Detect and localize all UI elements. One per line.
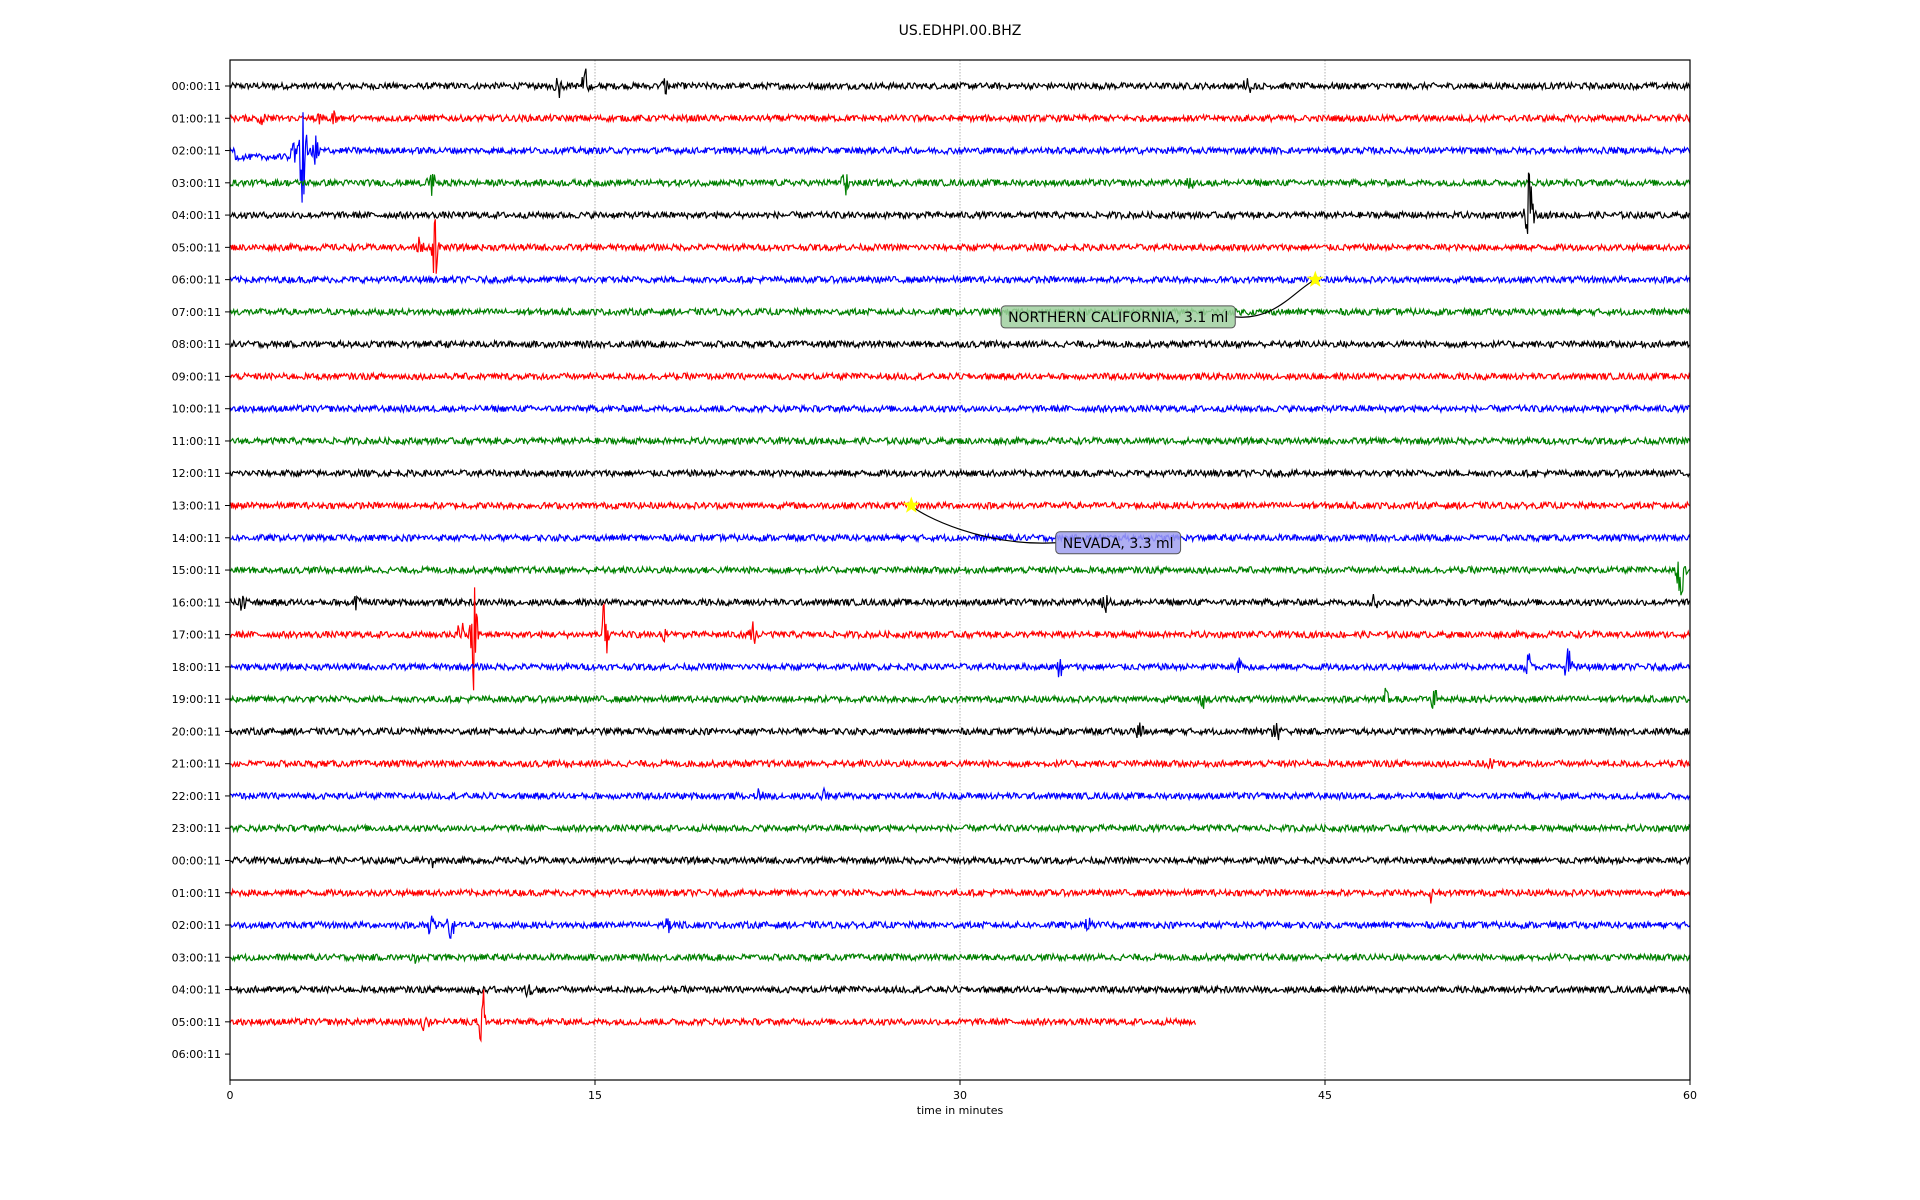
trace-17 <box>229 587 1691 691</box>
annotation-box <box>1055 531 1182 555</box>
y-tick-label: 19:00:11 <box>172 693 221 706</box>
annotations: NORTHERN CALIFORNIA, 3.1 ml NEVADA, 3.3 m… <box>902 270 1324 555</box>
x-tick-label: 45 <box>1318 1089 1332 1102</box>
trace-19 <box>229 687 1691 709</box>
trace-23 <box>229 822 1691 834</box>
trace-10 <box>229 403 1691 415</box>
y-tick-label: 14:00:11 <box>172 532 221 545</box>
trace-26 <box>229 915 1691 939</box>
annotation-1: NEVADA, 3.3 ml <box>902 496 1182 555</box>
traces <box>229 68 1691 1043</box>
trace-13 <box>229 500 1691 511</box>
trace-21 <box>229 758 1691 770</box>
y-tick-label: 03:00:11 <box>172 177 221 190</box>
y-axis: 00:00:11 01:00:11 02:00:11 03:00:11 04:00:11… <box>172 80 230 1061</box>
y-tick-label: 13:00:11 <box>172 500 221 513</box>
y-tick-label: 10:00:11 <box>172 403 221 416</box>
y-tick-label: 11:00:11 <box>172 435 221 448</box>
y-tick-label: 12:00:11 <box>172 467 221 480</box>
trace-5 <box>229 219 1691 274</box>
y-tick-label: 01:00:11 <box>172 887 221 900</box>
x-tick-label: 60 <box>1683 1089 1697 1102</box>
trace-29 <box>229 989 1197 1043</box>
annotation-label: NORTHERN CALIFORNIA, 3.1 ml <box>1008 310 1228 326</box>
y-tick-label: 23:00:11 <box>172 822 221 835</box>
y-tick-label: 22:00:11 <box>172 790 221 803</box>
y-tick-label: 15:00:11 <box>172 564 221 577</box>
y-tick-label: 00:00:11 <box>172 854 221 867</box>
y-tick-label: 02:00:11 <box>172 919 221 932</box>
x-axis-label: time in minutes <box>917 1104 1004 1117</box>
x-axis: 0 15 30 45 60 <box>227 1080 1697 1102</box>
y-tick-label: 02:00:11 <box>172 145 221 158</box>
annotation-label: NEVADA, 3.3 ml <box>1063 536 1174 552</box>
plot-frame <box>229 59 1691 1081</box>
annotation-0: NORTHERN CALIFORNIA, 3.1 ml <box>1000 270 1324 329</box>
y-tick-label: 21:00:11 <box>172 758 221 771</box>
y-tick-label: 08:00:11 <box>172 338 221 351</box>
y-tick-label: 01:00:11 <box>172 112 221 125</box>
trace-4 <box>230 172 1691 234</box>
y-tick-label: 04:00:11 <box>172 984 221 997</box>
trace-8 <box>229 338 1691 350</box>
trace-18 <box>229 648 1691 678</box>
chart-title: US.EDHPI.00.BHZ <box>899 23 1022 39</box>
event-star-marker <box>1306 270 1324 287</box>
y-tick-label: 04:00:11 <box>172 209 221 222</box>
y-tick-label: 07:00:11 <box>172 306 221 319</box>
y-tick-label: 06:00:11 <box>172 1048 221 1061</box>
trace-22 <box>229 786 1691 802</box>
x-tick-label: 30 <box>953 1089 967 1102</box>
trace-0 <box>229 68 1691 98</box>
y-tick-label: 03:00:11 <box>172 951 221 964</box>
trace-27 <box>229 951 1691 964</box>
y-tick-label: 17:00:11 <box>172 629 221 642</box>
trace-11 <box>229 435 1691 447</box>
y-tick-label: 09:00:11 <box>172 370 221 383</box>
trace-1 <box>229 110 1691 126</box>
trace-24 <box>229 854 1691 869</box>
trace-9 <box>229 371 1691 382</box>
trace-2 <box>229 112 1691 203</box>
trace-25 <box>230 887 1691 904</box>
trace-6 <box>229 274 1691 286</box>
annotation-box <box>1000 305 1236 329</box>
trace-7 <box>229 306 1691 318</box>
y-tick-label: 06:00:11 <box>172 274 221 287</box>
trace-3 <box>229 173 1691 196</box>
y-tick-label: 05:00:11 <box>172 1016 221 1029</box>
trace-14 <box>229 532 1691 544</box>
annotation-connector <box>910 505 1056 544</box>
y-tick-label: 16:00:11 <box>172 596 221 609</box>
trace-15 <box>229 561 1691 596</box>
x-tick-label: 15 <box>588 1089 602 1102</box>
trace-20 <box>229 722 1691 741</box>
y-tick-label: 20:00:11 <box>172 725 221 738</box>
x-tick-label: 0 <box>227 1089 234 1102</box>
y-tick-label: 05:00:11 <box>172 241 221 254</box>
y-tick-label: 00:00:11 <box>172 80 221 93</box>
trace-16 <box>229 594 1691 614</box>
y-tick-label: 18:00:11 <box>172 661 221 674</box>
event-star-marker <box>902 496 920 513</box>
annotation-connector <box>1235 279 1316 318</box>
trace-12 <box>229 467 1691 479</box>
trace-28 <box>229 984 1691 999</box>
